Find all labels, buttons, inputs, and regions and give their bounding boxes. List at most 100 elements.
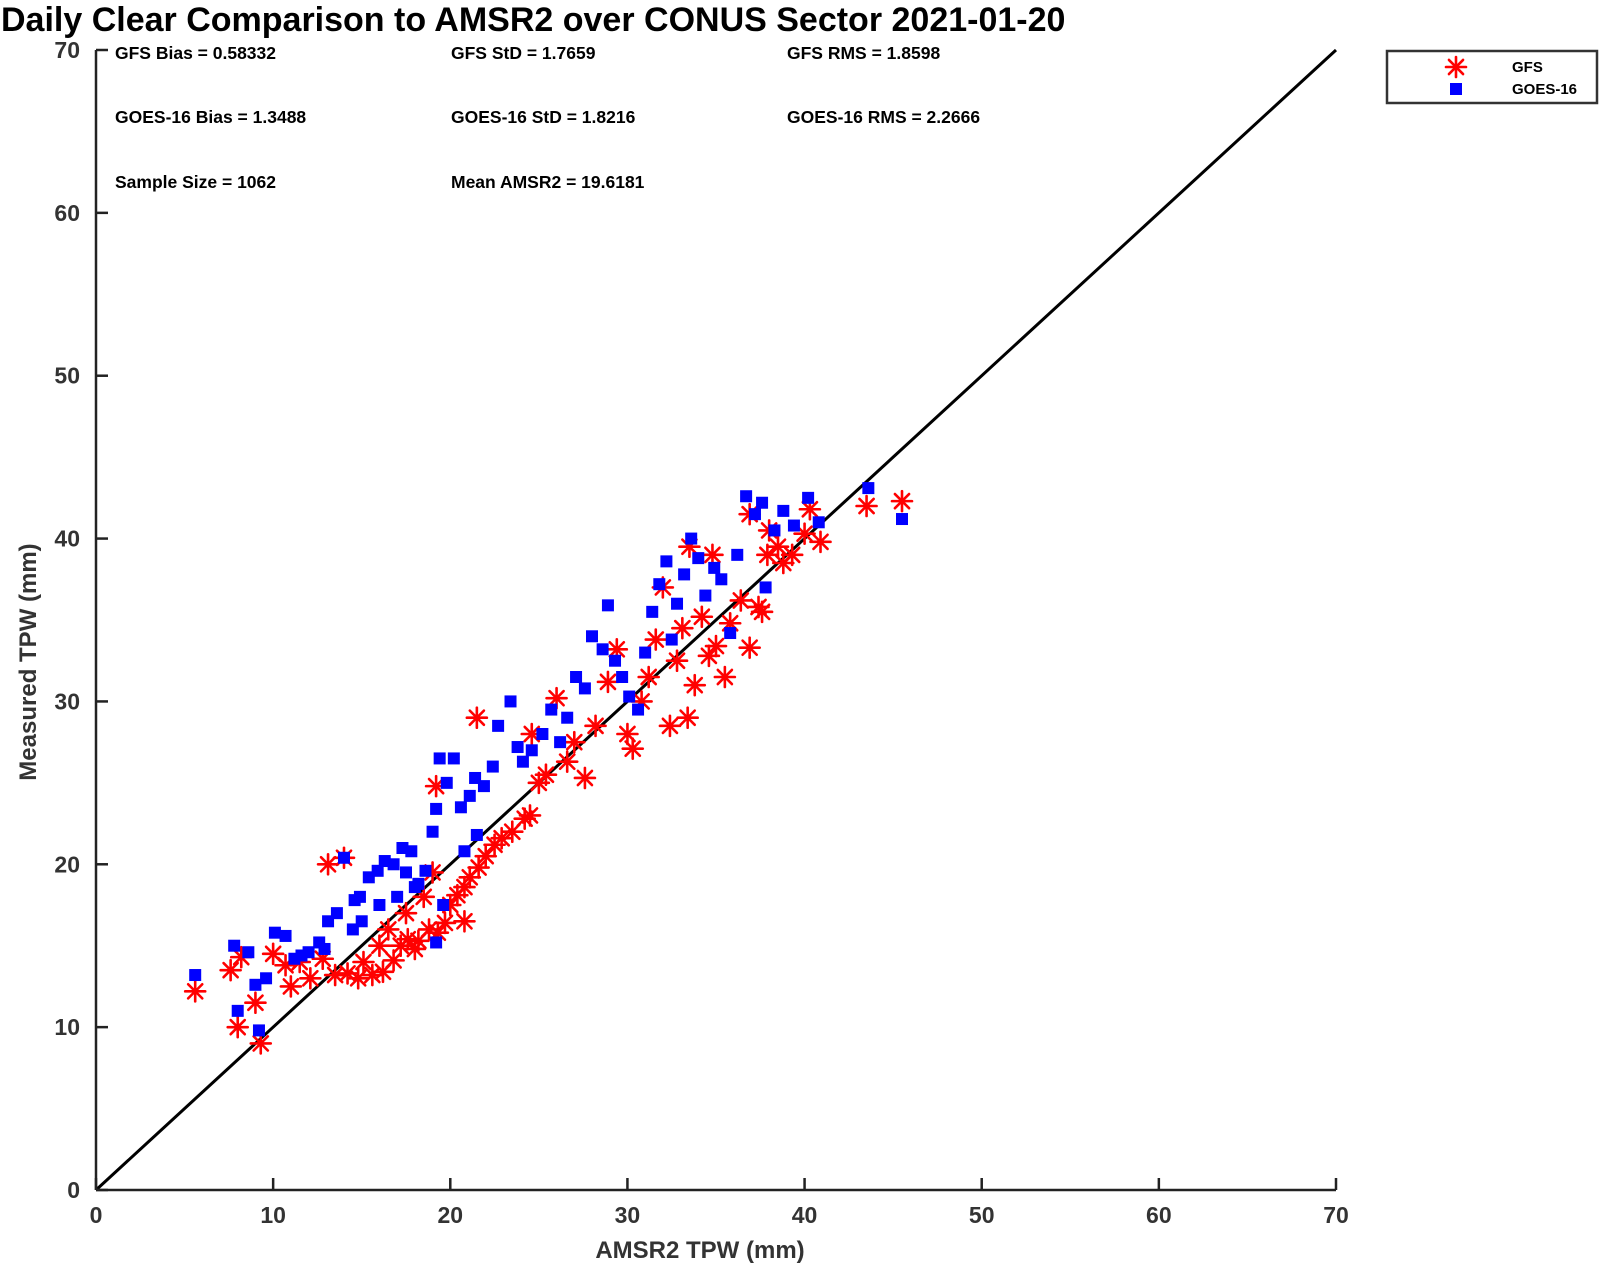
goes-16-point	[252, 1024, 265, 1037]
goes-16-point	[426, 825, 439, 838]
legend: GFS GOES-16	[1385, 49, 1599, 105]
gfs-point	[394, 901, 418, 925]
goes-16-point	[189, 969, 202, 982]
gfs-point	[274, 953, 297, 977]
goes-16-point	[338, 851, 350, 864]
goes-16-point	[405, 845, 418, 858]
plot-area	[94, 48, 1338, 1192]
goes-16-point	[295, 949, 308, 962]
gfs-point	[671, 616, 694, 640]
stat-gfs-bias: GFS Bias = 0.58332	[115, 43, 276, 63]
goes-16-point	[504, 695, 517, 708]
goes-16-point	[653, 578, 666, 591]
gfs-point	[453, 909, 476, 933]
stat-gfs-std: GFS StD = 1.7659	[451, 43, 596, 63]
goes-16-point	[731, 548, 744, 561]
gfs-point	[382, 949, 405, 972]
goes-16-point	[748, 508, 761, 521]
goes-16-point	[756, 496, 769, 509]
gfs-point	[798, 497, 822, 521]
gfs-point	[855, 494, 878, 518]
goes-16-point	[740, 490, 753, 503]
gfs-point	[809, 530, 832, 554]
goes-16-point	[545, 703, 558, 716]
goes-16-point	[671, 597, 684, 610]
y-axis-label: Measured TPW (mm)	[15, 543, 42, 780]
y-tick-label: 70	[54, 37, 80, 63]
goes-16-point	[430, 802, 443, 815]
gfs-point	[545, 686, 568, 710]
gfs-point	[219, 958, 242, 982]
legend-goes-16-label: GOES-16	[1512, 81, 1577, 98]
stat-goes-std: GOES-16 StD = 1.8216	[451, 107, 636, 127]
gfs-point	[500, 820, 524, 844]
goes-16-point	[330, 907, 343, 920]
goes-16-point	[447, 752, 460, 765]
goes-16-point	[492, 719, 505, 732]
gfs-point	[676, 706, 699, 730]
goes-16-point	[708, 561, 721, 574]
goes-16-point	[231, 1004, 244, 1017]
gfs-point	[701, 543, 724, 567]
gfs-point	[713, 665, 737, 689]
y-tick-label: 0	[67, 1177, 80, 1203]
gfs-point	[352, 950, 375, 974]
goes-16-point	[570, 671, 583, 683]
goes-16-point	[862, 482, 875, 495]
goes-16-point	[759, 581, 772, 594]
gfs-point	[467, 856, 490, 879]
goes-16-point	[787, 519, 800, 532]
gfs-point	[279, 975, 303, 998]
goes-16-point	[371, 864, 384, 877]
goes-16-point	[454, 801, 467, 814]
goes-16-point	[318, 942, 331, 955]
goes-16-point	[470, 828, 483, 841]
goes-16-point	[486, 760, 499, 773]
gfs-point	[573, 766, 597, 790]
goes-16-point	[463, 789, 476, 802]
gfs-point	[637, 665, 660, 689]
stat-goes-rms: GOES-16 RMS = 2.2666	[787, 107, 980, 127]
gfs-point	[756, 543, 779, 567]
x-axis-label: AMSR2 TPW (mm)	[595, 1237, 804, 1264]
goes-16-point	[678, 568, 691, 581]
gfs-point	[433, 911, 457, 935]
gfs-point	[665, 649, 689, 673]
gfs-point	[249, 1032, 273, 1055]
goes-16-point	[516, 755, 529, 768]
goes-16-point	[660, 555, 673, 568]
goes-16-point	[578, 682, 591, 695]
goes-16-point	[586, 630, 598, 643]
goes-16-point	[437, 899, 450, 911]
goes-16-point	[242, 946, 255, 959]
gfs-point	[368, 934, 391, 958]
legend-gfs-asterisk	[1444, 55, 1468, 79]
series-goes-16	[189, 482, 908, 1037]
y-axis-ticks: 0 10 20 30 40 50 60 70	[54, 37, 108, 1203]
goes-16-point	[802, 491, 815, 504]
gfs-point	[346, 966, 370, 990]
gfs-point	[458, 866, 482, 889]
goes-16-point	[632, 703, 645, 716]
goes-16-point	[616, 671, 629, 683]
legend-box	[1385, 49, 1599, 105]
goes-16-point	[279, 929, 292, 942]
gfs-point	[244, 991, 267, 1015]
goes-16-point	[440, 776, 453, 789]
goes-16-point	[692, 552, 705, 565]
stat-goes-bias: GOES-16 Bias = 1.3488	[115, 107, 306, 127]
goes-16-point	[665, 633, 678, 646]
gfs-point	[183, 980, 207, 1003]
statistics-annotations: GFS Bias = 0.58332 GFS StD = 1.7659 GFS …	[115, 43, 980, 192]
gfs-point	[453, 875, 476, 899]
goes-16-point	[419, 864, 432, 877]
legend-gfs-label: GFS	[1512, 59, 1543, 76]
goes-16-point	[400, 866, 412, 879]
gfs-point	[465, 706, 489, 730]
gfs-point	[644, 628, 668, 651]
legend-gfs-marker	[1444, 55, 1468, 79]
goes-16-point	[249, 978, 262, 991]
goes-16-point	[228, 939, 241, 952]
goes-16-point	[685, 532, 698, 545]
y-tick-label: 30	[54, 688, 80, 714]
